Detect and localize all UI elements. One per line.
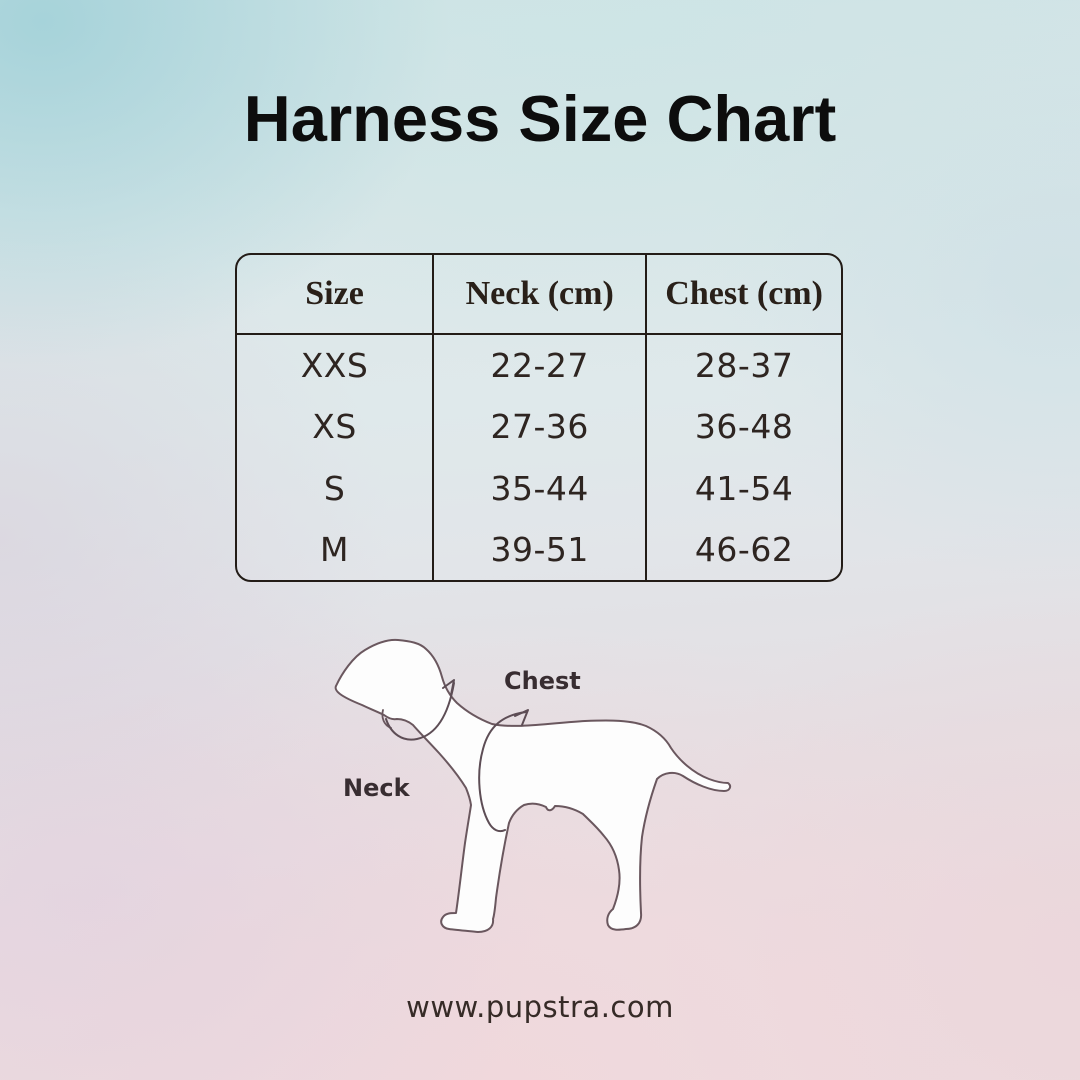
size-table-header-neck: Neck (cm) xyxy=(432,255,646,335)
dog-measurement-diagram xyxy=(320,625,740,945)
chest-arrowhead xyxy=(514,709,529,726)
chest-measure-line xyxy=(478,711,527,833)
dog-diagram-svg xyxy=(334,638,732,933)
dog-silhouette xyxy=(334,638,732,933)
table-cell-chest: 41-54 xyxy=(645,457,841,519)
website-url: www.pupstra.com xyxy=(406,990,674,1024)
neck-measure-line xyxy=(385,682,455,741)
table-cell-chest: 28-37 xyxy=(645,335,841,397)
chest-label: Chest xyxy=(504,667,581,695)
table-cell-neck: 39-51 xyxy=(432,518,645,580)
size-table-header-size: Size xyxy=(237,255,433,335)
neck-label: Neck xyxy=(343,774,410,802)
size-table: Size Neck (cm) Chest (cm) XXS 22-27 28-3… xyxy=(235,253,843,582)
table-cell-chest: 36-48 xyxy=(645,396,841,458)
table-cell-size: XS xyxy=(312,407,357,447)
size-table-header-chest: Chest (cm) xyxy=(645,255,841,335)
table-cell-neck: 27-36 xyxy=(432,396,645,458)
table-cell-neck: 22-27 xyxy=(432,335,645,397)
neck-arrowhead xyxy=(442,679,455,696)
table-cell-size: M xyxy=(320,529,350,569)
page-title: Harness Size Chart xyxy=(243,82,837,155)
table-cell-neck: 35-44 xyxy=(432,457,645,519)
table-cell-size: S xyxy=(323,468,346,508)
table-cell-size: XXS xyxy=(300,346,369,386)
table-cell-chest: 46-62 xyxy=(645,518,841,580)
